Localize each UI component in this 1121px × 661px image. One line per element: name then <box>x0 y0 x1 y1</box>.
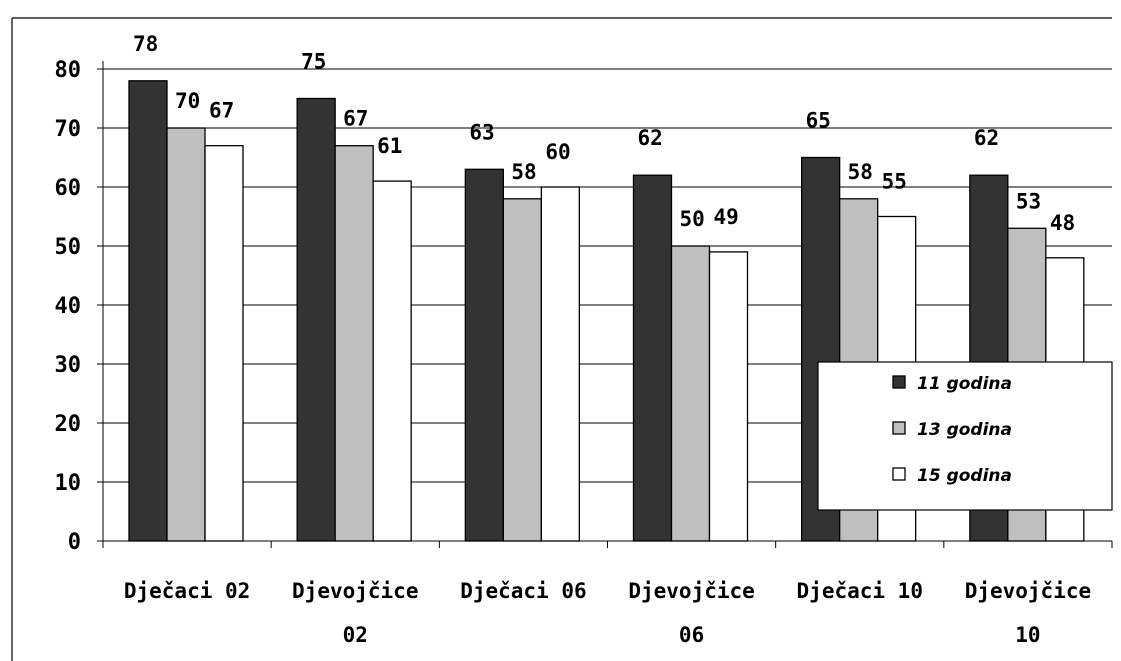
data-label: 58 <box>511 160 536 184</box>
data-label: 70 <box>175 89 200 113</box>
bar <box>632 174 673 542</box>
bar <box>372 180 412 542</box>
legend-swatch <box>892 375 906 389</box>
x-category-label: Dječaci 02 <box>124 579 250 603</box>
bar <box>540 186 580 542</box>
data-label: 49 <box>714 205 739 229</box>
data-label: 55 <box>882 170 907 194</box>
x-category-label: Djevojčice <box>965 579 1091 603</box>
bar <box>464 168 504 542</box>
x-category-label: Dječaci 06 <box>460 579 586 603</box>
y-tick-label: 60 <box>55 176 82 201</box>
bar <box>204 145 244 542</box>
bar <box>708 251 749 542</box>
bar <box>128 80 168 542</box>
bar <box>334 145 374 542</box>
x-category-label: 06 <box>679 623 704 647</box>
legend-label: 13 godina <box>917 420 1012 440</box>
legend-swatch <box>892 467 906 481</box>
data-label: 78 <box>133 32 158 56</box>
y-axis-ticks: 0 10 20 30 40 50 60 70 80 <box>55 58 104 555</box>
x-category-label: Djevojčice <box>292 579 418 603</box>
data-label: 58 <box>848 160 873 184</box>
legend-swatch <box>892 421 906 435</box>
bar <box>296 97 336 542</box>
y-tick-label: 0 <box>68 530 81 555</box>
y-tick-label: 50 <box>55 235 82 260</box>
y-tick-label: 30 <box>55 353 82 378</box>
data-label: 62 <box>638 126 663 150</box>
data-label: 53 <box>1016 189 1041 213</box>
y-tick-label: 10 <box>55 471 82 496</box>
data-label: 50 <box>680 207 705 231</box>
data-label: 48 <box>1050 211 1075 235</box>
y-tick-label: 70 <box>55 117 82 142</box>
data-label: 63 <box>469 120 494 144</box>
data-label: 60 <box>545 140 570 164</box>
data-label: 67 <box>343 107 368 131</box>
data-label: 75 <box>301 50 326 74</box>
x-category-label: Dječaci 10 <box>797 579 923 603</box>
legend: 11 godina 13 godina 15 godina <box>817 361 1113 511</box>
data-label: 67 <box>209 99 234 123</box>
data-label: 62 <box>974 126 999 150</box>
legend-box <box>817 361 1113 511</box>
data-label: 65 <box>806 109 831 133</box>
legend-label: 15 godina <box>917 466 1012 486</box>
data-labels: 78 70 67 75 67 61 63 58 60 62 50 49 65 58 55 62 53 48 <box>133 32 1075 235</box>
data-label: 61 <box>377 134 402 158</box>
x-category-label: 02 <box>343 623 368 647</box>
bar <box>166 127 206 542</box>
gridlines <box>103 68 1112 483</box>
y-tick-label: 80 <box>55 58 82 83</box>
y-tick-label: 20 <box>55 412 82 437</box>
legend-label: 11 godina <box>917 374 1012 394</box>
bar <box>670 245 711 542</box>
x-axis: Dječaci 02 Djevojčice 02 Dječaci 06 Djevojči… <box>102 540 1113 647</box>
x-category-label: Djevojčice <box>628 579 754 603</box>
y-tick-label: 40 <box>55 294 82 319</box>
chart-frame <box>11 17 1112 661</box>
bar <box>502 198 542 542</box>
x-category-label: 10 <box>1015 623 1040 647</box>
